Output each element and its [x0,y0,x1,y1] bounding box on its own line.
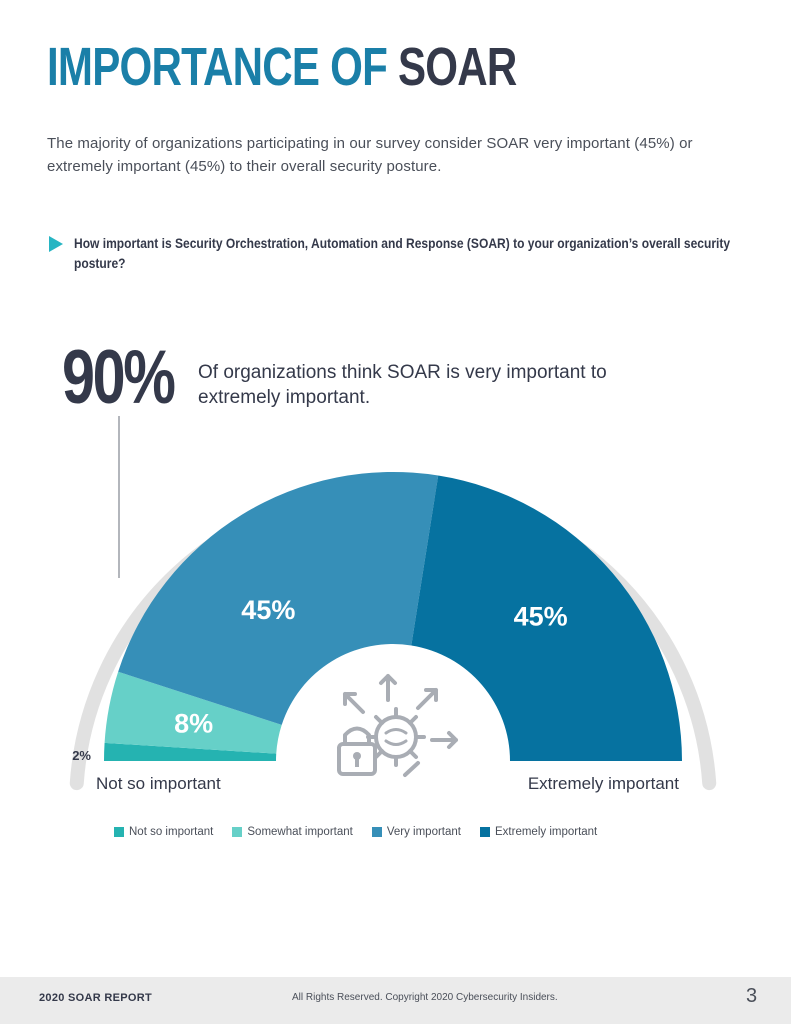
data-label-not-so-important: 2% [72,748,91,763]
intro-paragraph: The majority of organizations participat… [47,135,693,175]
footer-report-name: 2020 SOAR REPORT [39,992,153,1004]
survey-question-text: How important is Security Orchestration,… [74,235,731,271]
legend-swatch [114,827,124,837]
automation-gear-icon [343,674,458,777]
chart-slices [104,471,682,761]
legend-label: Not so important [129,826,214,838]
legend-label: Somewhat important [247,826,353,838]
legend-item: Very important [371,826,461,838]
page-number: 3 [746,985,758,1007]
data-label-extremely-important: 45% [514,601,568,631]
chart-slice-labels: 2% 8% 45% 45% [72,595,567,763]
data-label-somewhat-important: 8% [174,708,213,738]
legend-label: Very important [386,826,461,838]
legend-swatch [232,827,243,837]
highlight-description: Of organizations think SOAR is very impo… [198,362,607,408]
legend-swatch [371,827,382,837]
lock-icon [337,726,377,776]
chart-slice-very-important [118,471,439,725]
legend-swatch [480,827,490,837]
page-title-part2: SOAR [397,37,517,97]
legend-item: Not so important [114,826,213,838]
footer: 2020 SOAR REPORT All Rights Reserved. Co… [0,977,791,1024]
page-title: IMPORTANCE OF SOAR [47,36,517,98]
survey-question: How important is Security Orchestration,… [49,233,754,273]
chart-legend: Not so important Somewhat important Very i… [114,826,597,838]
data-label-very-important: 45% [241,595,295,625]
half-donut-chart: 2% 8% 45% 45% Not so important Extremely im… [69,416,717,793]
chart-slice-not-so-important [104,742,277,761]
footer-copyright: All Rights Reserved. Copyright 2020 Cybe… [292,992,558,1003]
scale-right-label: Extremely important [528,774,679,793]
highlight-percentage: 90% [62,335,176,420]
legend-label: Extremely important [495,826,598,838]
page-title-part1: IMPORTANCE OF [47,37,398,97]
chart-slice-extremely-important [411,475,682,761]
legend-item: Somewhat important [232,826,353,838]
chart-slice-somewhat-important [104,671,282,754]
scale-left-label: Not so important [96,774,221,793]
play-arrow-icon [49,236,63,252]
legend-item: Extremely important [480,826,597,838]
